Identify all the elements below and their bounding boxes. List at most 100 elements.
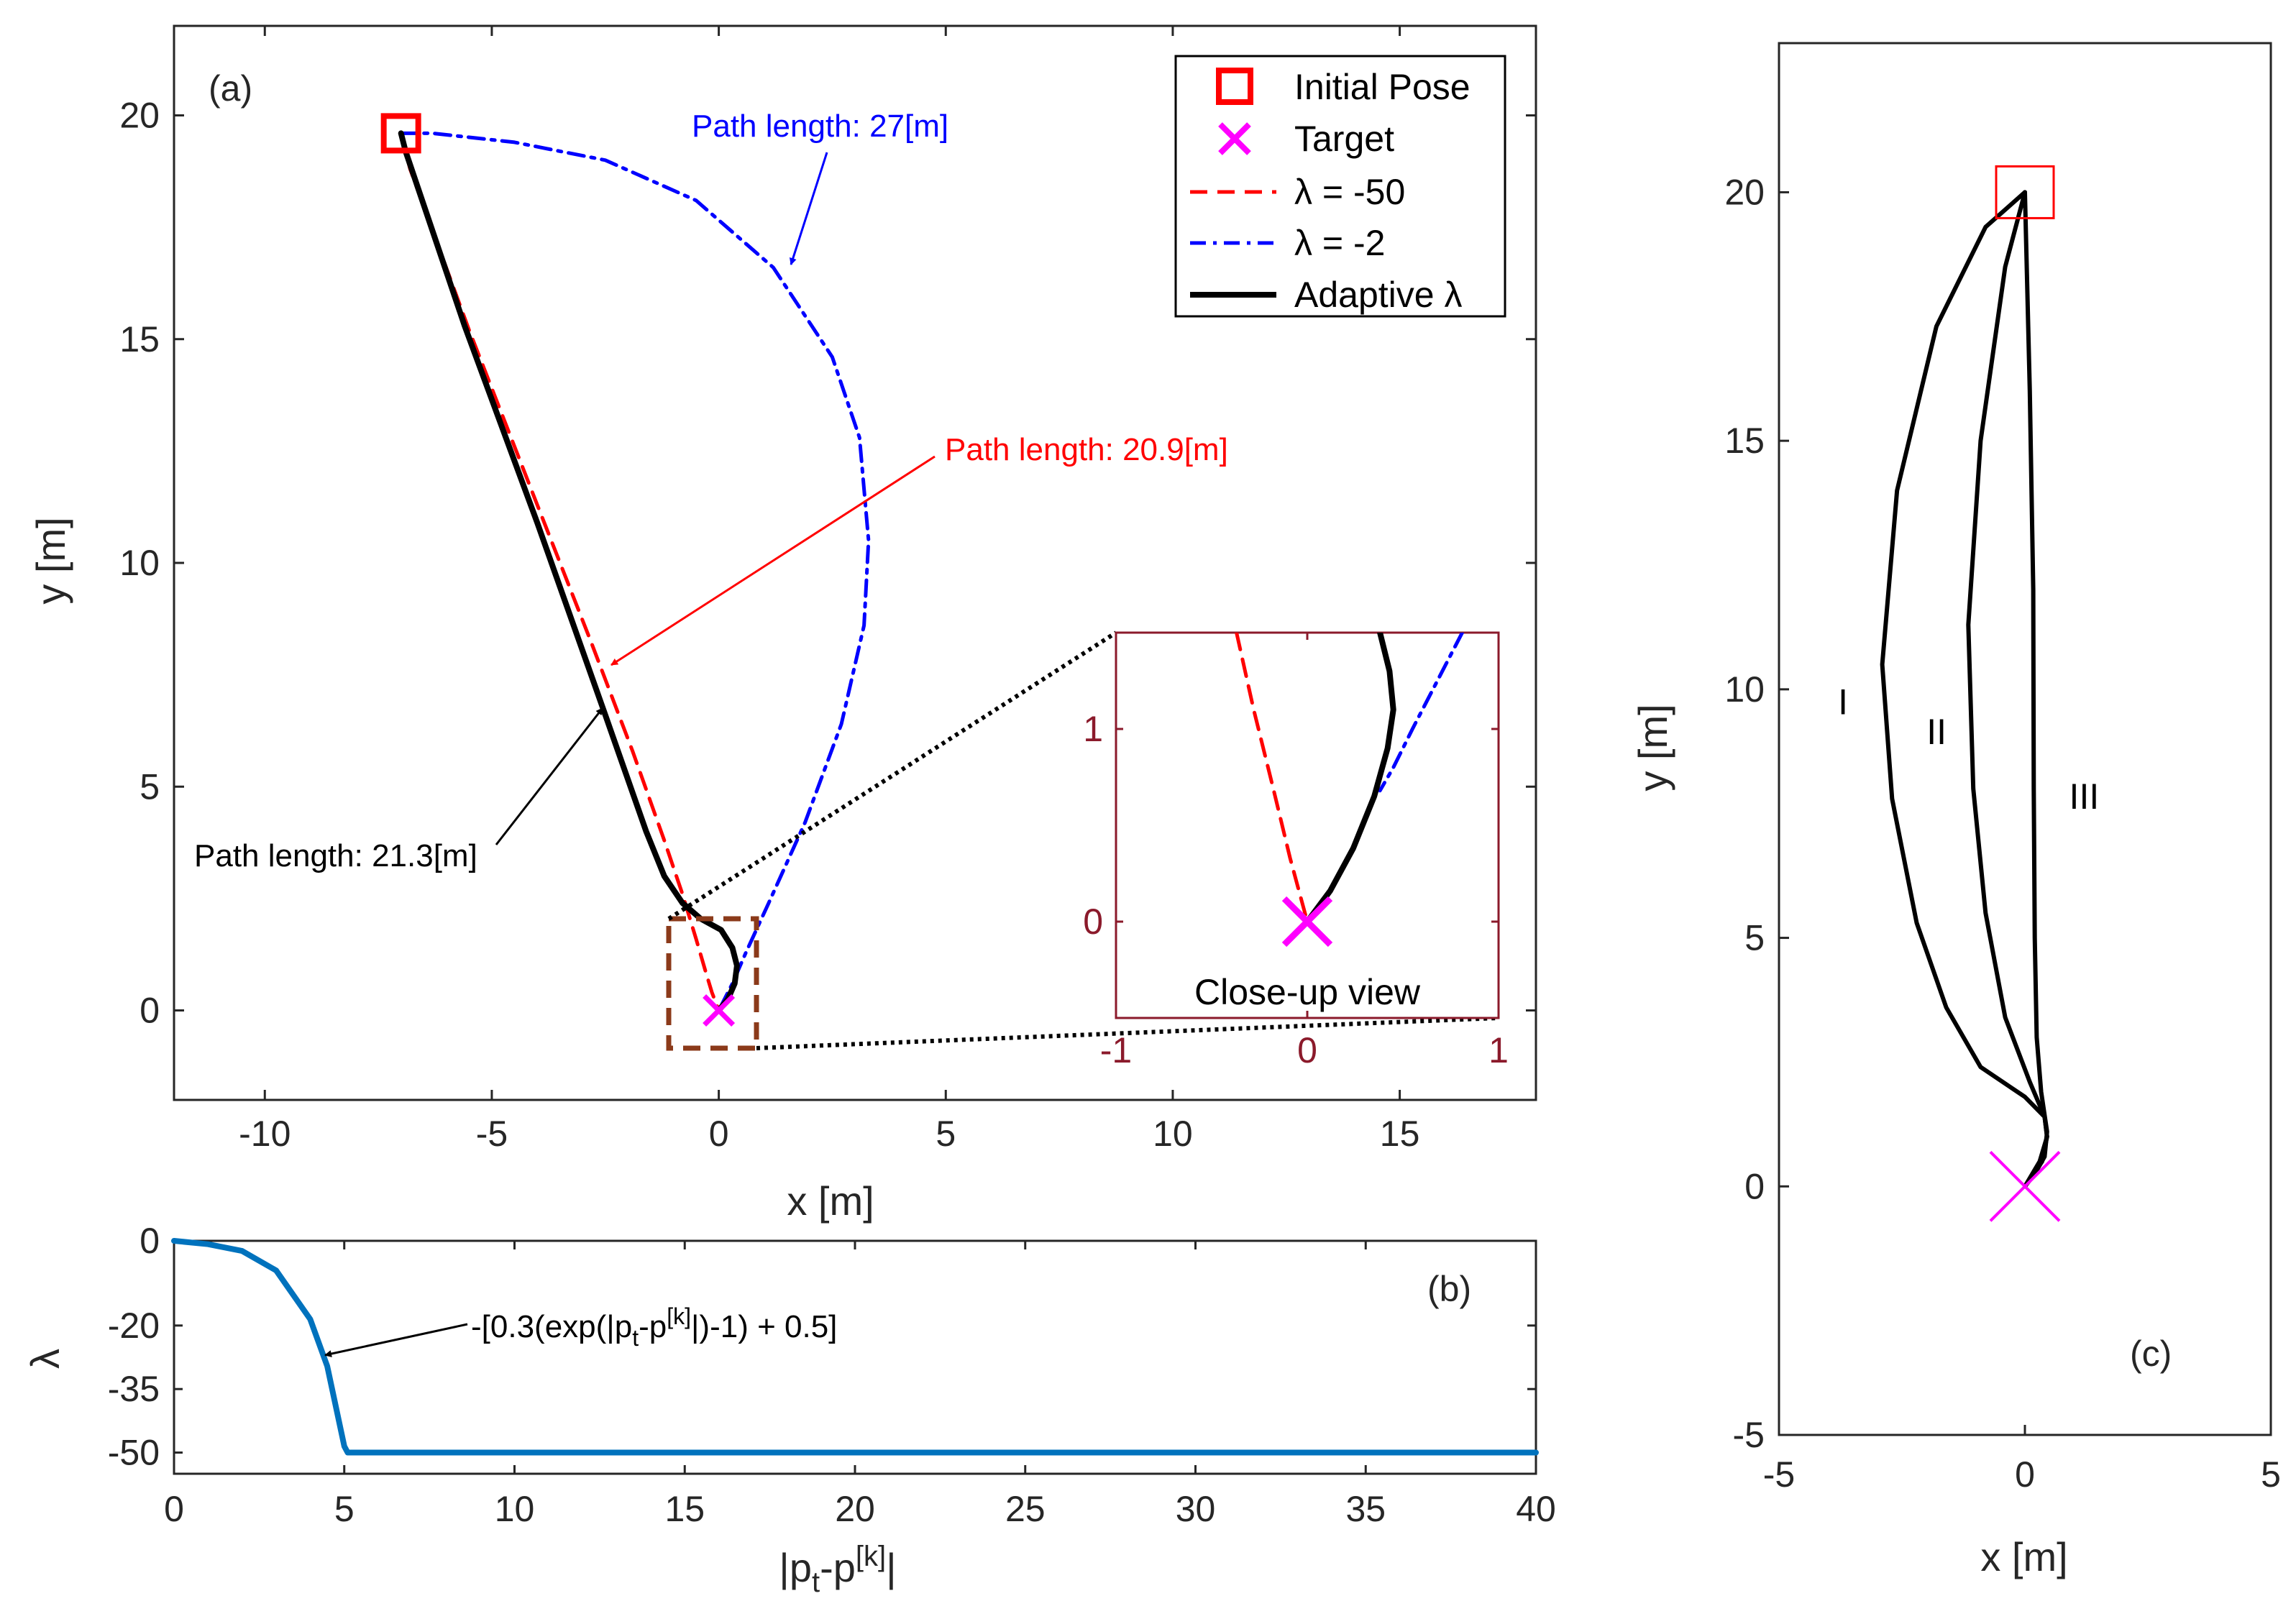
- y-tick-label: 10: [119, 543, 160, 583]
- x-tick-label: 10: [495, 1489, 535, 1529]
- curve-III: [2023, 190, 2049, 1189]
- y-tick-label: 10: [1724, 669, 1765, 710]
- series-adaptive: [398, 130, 740, 1014]
- legend-target-symbol: [1218, 122, 1251, 155]
- inset-series: [1235, 633, 1464, 948]
- y-tick-label: 20: [119, 96, 160, 136]
- x-tick-label: 5: [334, 1489, 355, 1529]
- x-tick-label: 0: [1297, 1030, 1317, 1070]
- y-tick-label: -50: [108, 1433, 160, 1473]
- x-tick-label: 15: [664, 1489, 705, 1529]
- series-lambda-2: [399, 131, 871, 1012]
- y-tick-label: 0: [140, 991, 160, 1031]
- legend-lambda2-text: λ = -2: [1294, 223, 1385, 263]
- zoom-region-box: [666, 916, 759, 1051]
- panel-a-series: [380, 113, 871, 1027]
- c-target-marker: [1989, 1150, 2061, 1222]
- panel-b: 0 5 10 15 20 25 30 35 40 0 -20 -35 -50 (b) λ |pt-p[k…: [22, 1221, 1556, 1598]
- panel-b-annotation-arrow: [324, 1323, 468, 1357]
- panel-c-ylabel: y [m]: [1630, 704, 1675, 791]
- y-tick-label: 0: [1083, 902, 1103, 942]
- lambda-curve: [171, 1238, 1539, 1456]
- y-tick-label: -5: [1733, 1415, 1765, 1455]
- panel-a-xlabel: x [m]: [787, 1178, 874, 1224]
- x-tick-label: -1: [1100, 1030, 1132, 1070]
- legend-target-text: Target: [1294, 119, 1394, 159]
- panel-c-ticks: -5 0 5 -5 0 5 10 15 20: [1724, 172, 2281, 1495]
- annot-path209: Path length: 20.9[m]: [945, 432, 1228, 467]
- x-tick-label: 0: [2015, 1454, 2035, 1495]
- panel-c-label: (c): [2130, 1334, 2172, 1374]
- x-tick-label: 0: [164, 1489, 184, 1529]
- annot-path27: Path length: 27[m]: [692, 109, 948, 144]
- y-tick-label: 0: [1744, 1166, 1765, 1206]
- x-tick-label: 40: [1516, 1489, 1556, 1529]
- inset-title: Close-up view: [1194, 972, 1421, 1012]
- panel-b-annotation: -[0.3(exp(|pt-p[k]|)-1) + 0.5]: [471, 1303, 837, 1351]
- y-tick-label: 15: [1724, 421, 1765, 461]
- c-initial-pose-marker: [1995, 165, 2055, 219]
- annot-path213: Path length: 21.3[m]: [194, 838, 477, 873]
- annot-path213-arrow: [495, 707, 604, 845]
- legend-initial-pose-symbol: [1216, 68, 1253, 105]
- inset-series-lambda-50: [1235, 633, 1309, 924]
- target-marker-stroke: [703, 994, 736, 1027]
- y-tick-label: 5: [140, 766, 160, 807]
- curve-label-III: III: [2069, 776, 2100, 817]
- legend-initial-pose-text: Initial Pose: [1294, 67, 1471, 107]
- panel-b-label: (b): [1427, 1269, 1471, 1309]
- inset-series-lambda-2: [1378, 633, 1464, 793]
- y-tick-label: -35: [108, 1369, 160, 1409]
- zoom-connector-bottom: [756, 1016, 1499, 1050]
- annot-path27-arrow: [789, 152, 828, 265]
- initial-pose-marker: [380, 113, 421, 154]
- x-tick-label: 25: [1005, 1489, 1046, 1529]
- zoom-connector-top: [667, 630, 1117, 921]
- y-tick-label: 0: [140, 1221, 160, 1261]
- y-tick-label: 20: [1724, 172, 1765, 212]
- curve-label-II: II: [1926, 712, 1947, 752]
- x-tick-label: 20: [835, 1489, 875, 1529]
- panel-b-axes: [173, 1239, 1537, 1475]
- y-tick-label: 5: [1744, 918, 1765, 958]
- panel-c-xlabel: x [m]: [1980, 1534, 2067, 1579]
- x-tick-label: 5: [2261, 1454, 2281, 1495]
- y-tick-label: 15: [119, 319, 160, 359]
- panel-b-series: [171, 1238, 1539, 1456]
- panel-b-ticks: 0 5 10 15 20 25 30 35 40 0 -20 -35 -50: [108, 1221, 1556, 1529]
- panel-a-label: (a): [209, 68, 252, 109]
- x-tick-label: 30: [1176, 1489, 1216, 1529]
- x-tick-label: -10: [239, 1114, 291, 1154]
- inset-target-marker-stroke: [1281, 896, 1333, 948]
- panel-b-ylabel: λ: [22, 1349, 68, 1369]
- inset-target-marker: [1281, 896, 1333, 948]
- panel-a-legend: Initial Pose Target λ = -50 λ = -2 Adapt…: [1174, 55, 1506, 318]
- x-tick-label: -5: [476, 1114, 508, 1154]
- inset-series-adaptive: [1304, 633, 1396, 925]
- target-marker: [703, 994, 736, 1027]
- legend-adaptive-text: Adaptive λ: [1294, 275, 1462, 315]
- y-tick-label: 1: [1083, 709, 1103, 749]
- x-tick-label: 5: [936, 1114, 956, 1154]
- curve-label-I: I: [1838, 682, 1848, 722]
- x-tick-label: 35: [1345, 1489, 1386, 1529]
- panel-c-series: [1880, 165, 2061, 1222]
- x-tick-label: 10: [1153, 1114, 1193, 1154]
- x-tick-label: 15: [1380, 1114, 1420, 1154]
- x-tick-label: 1: [1488, 1030, 1509, 1070]
- annot-path209-arrow: [610, 455, 936, 666]
- panel-b-xlabel: |pt-p[k]|: [779, 1541, 896, 1598]
- inset-axes: [1115, 631, 1500, 1019]
- inset-ticks: -1 0 1 0 1: [1083, 633, 1509, 1070]
- inset: -1 0 1 0 1 Close-up view: [1083, 631, 1509, 1070]
- panel-a-ylabel: y [m]: [28, 517, 73, 604]
- legend-lambda50-text: λ = -50: [1294, 172, 1405, 212]
- y-tick-label: -20: [108, 1306, 160, 1346]
- x-tick-label: 0: [709, 1114, 729, 1154]
- c-target-marker-stroke: [1989, 1150, 2061, 1222]
